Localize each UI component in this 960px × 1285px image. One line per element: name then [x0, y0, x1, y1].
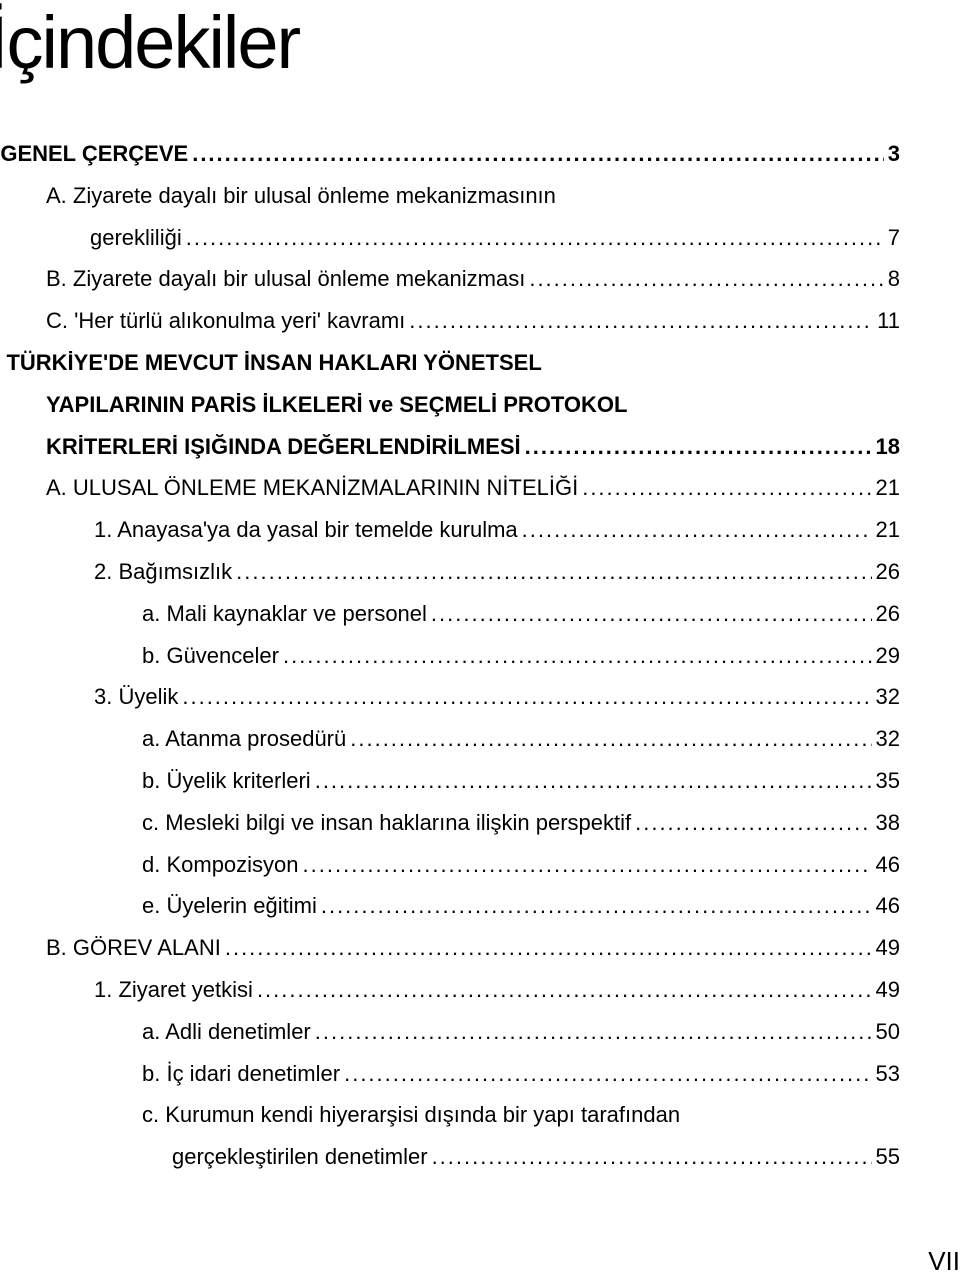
- toc-label: II. TÜRKİYE'DE MEVCUT İNSAN HAKLARI YÖNE…: [0, 342, 542, 384]
- toc-row: II. TÜRKİYE'DE MEVCUT İNSAN HAKLARI YÖNE…: [0, 342, 900, 384]
- toc-page: 32: [876, 718, 900, 760]
- toc-leader: [303, 844, 872, 886]
- toc-row: YAPILARININ PARİS İLKELERİ ve SEÇMELİ PR…: [0, 384, 900, 426]
- toc-label: a. Atanma prosedürü: [142, 718, 346, 760]
- toc-leader: [350, 718, 871, 760]
- toc-label: A. ULUSAL ÖNLEME MEKANİZMALARININ NİTELİ…: [46, 467, 578, 509]
- toc-page: 21: [876, 509, 900, 551]
- toc-leader: [192, 133, 884, 175]
- toc-page: 46: [876, 844, 900, 886]
- toc-row: B. GÖREV ALANI 49: [0, 927, 900, 969]
- toc-page: 38: [876, 802, 900, 844]
- toc-row: I. GENEL ÇERÇEVE 3: [0, 133, 900, 175]
- toc-label: C. 'Her türlü alıkonulma yeri' kavramı: [46, 300, 405, 342]
- toc-page: 21: [876, 467, 900, 509]
- toc-leader: [431, 593, 872, 635]
- toc-page: 50: [876, 1011, 900, 1053]
- toc-page: 18: [876, 426, 900, 468]
- toc-page: 32: [876, 676, 900, 718]
- toc-page: 7: [888, 217, 900, 259]
- toc-row: b. İç idari denetimler 53: [0, 1053, 900, 1095]
- toc-row: A. ULUSAL ÖNLEME MEKANİZMALARININ NİTELİ…: [0, 467, 900, 509]
- toc-page: 35: [876, 760, 900, 802]
- toc-leader: [315, 760, 872, 802]
- toc-row: b. Güvenceler 29: [0, 635, 900, 677]
- toc-page: 55: [876, 1136, 900, 1178]
- toc-page: 29: [876, 635, 900, 677]
- toc-leader: [432, 1136, 872, 1178]
- page-title: İçindekiler: [0, 0, 900, 85]
- toc-label: gerçekleştirilen denetimler: [172, 1136, 428, 1178]
- toc-leader: [522, 509, 872, 551]
- toc-leader: [186, 217, 884, 259]
- toc-label: YAPILARININ PARİS İLKELERİ ve SEÇMELİ PR…: [46, 384, 627, 426]
- toc-row: a. Mali kaynaklar ve personel 26: [0, 593, 900, 635]
- toc-row: a. Adli denetimler 50: [0, 1011, 900, 1053]
- toc-page: 49: [876, 927, 900, 969]
- toc-page: 11: [877, 300, 900, 342]
- toc-label: a. Adli denetimler: [142, 1011, 311, 1053]
- toc-page: 46: [876, 885, 900, 927]
- toc-label: d. Kompozisyon: [142, 844, 299, 886]
- toc-label: 1. Ziyaret yetkisi: [94, 969, 253, 1011]
- toc-label: b. İç idari denetimler: [142, 1053, 340, 1095]
- toc-row: e. Üyelerin eğitimi 46: [0, 885, 900, 927]
- toc-row: A. Ziyarete dayalı bir ulusal önleme mek…: [0, 175, 900, 217]
- toc-page: 8: [888, 258, 900, 300]
- toc-leader: [321, 885, 872, 927]
- toc-row: 1. Anayasa'ya da yasal bir temelde kurul…: [0, 509, 900, 551]
- toc-page: 49: [876, 969, 900, 1011]
- toc-leader: [582, 467, 871, 509]
- toc-label: 2. Bağımsızlık: [94, 551, 232, 593]
- toc-row: 2. Bağımsızlık 26: [0, 551, 900, 593]
- toc-leader: [409, 300, 873, 342]
- toc-label: B. Ziyarete dayalı bir ulusal önleme mek…: [46, 258, 525, 300]
- toc-leader: [236, 551, 871, 593]
- toc-label: I. GENEL ÇERÇEVE: [0, 133, 188, 175]
- toc-row: 1. Ziyaret yetkisi 49: [0, 969, 900, 1011]
- page-number-footer: VII: [928, 1246, 960, 1277]
- toc-label: b. Güvenceler: [142, 635, 279, 677]
- toc-leader: [344, 1053, 871, 1095]
- toc-leader: [225, 927, 872, 969]
- toc-row: gerekliliği 7: [0, 217, 900, 259]
- toc-label: 3. Üyelik: [94, 676, 178, 718]
- toc-label: e. Üyelerin eğitimi: [142, 885, 317, 927]
- toc-label: A. Ziyarete dayalı bir ulusal önleme mek…: [46, 175, 556, 217]
- toc-leader: [635, 802, 871, 844]
- toc-leader: [182, 676, 871, 718]
- toc-row: d. Kompozisyon 46: [0, 844, 900, 886]
- table-of-contents: I. GENEL ÇERÇEVE 3 A. Ziyarete dayalı bir …: [0, 133, 900, 1178]
- toc-leader: [283, 635, 872, 677]
- toc-row: KRİTERLERİ IŞIĞINDA DEĞERLENDİRİLMESİ 18: [0, 426, 900, 468]
- toc-row: b. Üyelik kriterleri 35: [0, 760, 900, 802]
- toc-row: a. Atanma prosedürü 32: [0, 718, 900, 760]
- page-container: İçindekiler I. GENEL ÇERÇEVE 3 A. Ziyarete…: [0, 0, 960, 1285]
- toc-page: 26: [876, 551, 900, 593]
- toc-label: b. Üyelik kriterleri: [142, 760, 311, 802]
- toc-label: c. Mesleki bilgi ve insan haklarına iliş…: [142, 802, 631, 844]
- toc-row: gerçekleştirilen denetimler 55: [0, 1136, 900, 1178]
- toc-page: 53: [876, 1053, 900, 1095]
- toc-row: B. Ziyarete dayalı bir ulusal önleme mek…: [0, 258, 900, 300]
- toc-label: gerekliliği: [90, 217, 182, 259]
- toc-leader: [315, 1011, 872, 1053]
- toc-label: c. Kurumun kendi hiyerarşisi dışında bir…: [142, 1094, 680, 1136]
- toc-leader: [525, 426, 872, 468]
- toc-label: KRİTERLERİ IŞIĞINDA DEĞERLENDİRİLMESİ: [46, 426, 521, 468]
- toc-page: 3: [888, 133, 900, 175]
- toc-label: B. GÖREV ALANI: [46, 927, 221, 969]
- toc-label: 1. Anayasa'ya da yasal bir temelde kurul…: [94, 509, 518, 551]
- toc-row: c. Kurumun kendi hiyerarşisi dışında bir…: [0, 1094, 900, 1136]
- toc-row: 3. Üyelik 32: [0, 676, 900, 718]
- toc-label: a. Mali kaynaklar ve personel: [142, 593, 427, 635]
- toc-leader: [257, 969, 872, 1011]
- toc-row: c. Mesleki bilgi ve insan haklarına iliş…: [0, 802, 900, 844]
- toc-row: C. 'Her türlü alıkonulma yeri' kavramı 11: [0, 300, 900, 342]
- toc-leader: [529, 258, 883, 300]
- toc-page: 26: [876, 593, 900, 635]
